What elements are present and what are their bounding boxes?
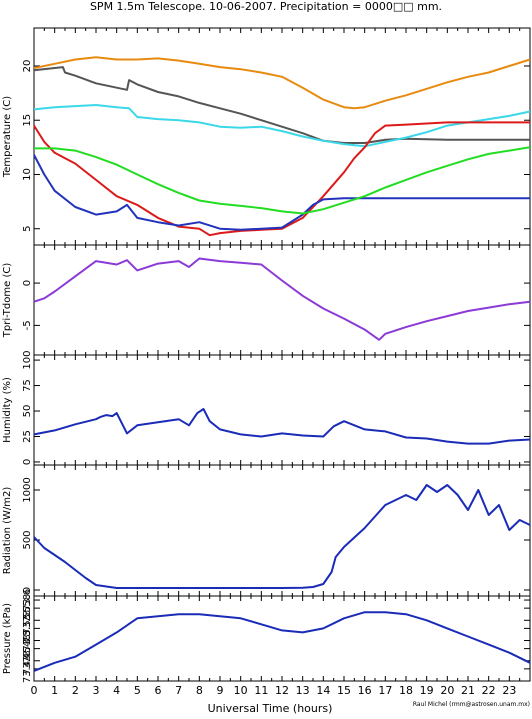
y-tick-label: 10 xyxy=(22,168,33,181)
x-tick-label: 4 xyxy=(113,684,120,697)
series-line-0 xyxy=(33,257,531,341)
series-line-2 xyxy=(33,104,531,148)
series-line-4 xyxy=(33,154,530,231)
y-tick-label: 0 xyxy=(22,587,33,593)
x-tick-label: 17 xyxy=(378,684,392,697)
series-line-1 xyxy=(33,66,530,144)
x-tick-label: 14 xyxy=(316,684,330,697)
y-tick-label: -5 xyxy=(22,320,33,330)
x-tick-label: 0 xyxy=(31,684,38,697)
x-tick-label: 11 xyxy=(254,684,268,697)
y-tick-label: 25 xyxy=(22,430,33,443)
x-tick-label: 8 xyxy=(196,684,203,697)
x-tick-label: 21 xyxy=(461,684,475,697)
y-tick-label: 15 xyxy=(22,114,33,127)
x-tick-label: 12 xyxy=(275,684,289,697)
x-tick-label: 19 xyxy=(420,684,434,697)
x-tick-label: 3 xyxy=(93,684,100,697)
y-tick-label: 0 xyxy=(22,280,33,286)
x-tick-label: 6 xyxy=(155,684,162,697)
x-tick-label: 1 xyxy=(51,684,58,697)
x-tick-label: 2 xyxy=(72,684,79,697)
y-tick-label: 5 xyxy=(22,226,33,232)
x-tick-label: 23 xyxy=(502,684,516,697)
y-axis-label: Humidity (%) xyxy=(2,377,13,443)
y-tick-label: 73.48 xyxy=(22,634,33,663)
panel-frame xyxy=(33,244,531,356)
y-tick-label: 75 xyxy=(22,379,33,392)
panel-0: 5 10 15 20 Temperature (C) xyxy=(2,27,531,246)
y-tick-label: 73.55 xyxy=(22,606,33,635)
y-axis-label: Pressure (kPa) xyxy=(2,603,13,674)
series-line-0 xyxy=(33,484,531,589)
x-axis-label: Universal Time (hours) xyxy=(208,702,333,715)
x-tick-label: 13 xyxy=(296,684,310,697)
x-tick-label: 22 xyxy=(482,684,496,697)
series-line-3 xyxy=(33,121,530,237)
x-tick-label: 10 xyxy=(234,684,248,697)
series-line-0 xyxy=(33,56,531,110)
y-tick-label: 73.6 xyxy=(22,589,33,611)
panel-3: 0 500 1000 Radiation (W/m2) xyxy=(2,464,531,597)
x-tick-label: 9 xyxy=(217,684,224,697)
y-tick-label: 73.53 xyxy=(22,614,33,643)
y-tick-label: 500 xyxy=(22,530,33,549)
panel-1: -5 0 Tpri-Tdome (C) xyxy=(2,244,531,356)
y-tick-label: 73.5 xyxy=(22,629,33,651)
y-axis-label: Tpri-Tdome (C) xyxy=(2,263,13,339)
y-axis-label: Radiation (W/m2) xyxy=(2,487,13,575)
y-axis-label: Temperature (C) xyxy=(2,96,13,178)
chart-title: SPM 1.5m Telescope. 10-06-2007. Precipit… xyxy=(90,0,442,13)
panel-frame xyxy=(33,464,531,597)
x-tick-label: 5 xyxy=(134,684,141,697)
y-tick-label: 73.43 xyxy=(22,655,33,684)
panel-frame xyxy=(33,354,531,466)
panel-frame xyxy=(33,595,531,682)
x-tick-label: 20 xyxy=(440,684,454,697)
x-tick-label: 16 xyxy=(358,684,372,697)
series-line-5 xyxy=(34,146,531,215)
y-tick-label: 1000 xyxy=(22,477,33,502)
y-tick-label: 20 xyxy=(22,60,33,73)
series-line-0 xyxy=(33,408,531,445)
x-tick-label: 7 xyxy=(175,684,182,697)
y-tick-label: 50 xyxy=(22,405,33,418)
series-line-0 xyxy=(33,611,531,672)
y-tick-label: 0 xyxy=(22,459,33,465)
x-tick-labels: 0 1 2 3 4 5 6 7 8 9 10 11 12 13 14 15 16 17 18 19 20 21 22 23 xyxy=(31,684,517,697)
credit-text: Raul Michel (rmm@astrosen.unam.mx) xyxy=(413,701,530,708)
x-tick-label: 15 xyxy=(337,684,351,697)
y-tick-label: 100 xyxy=(22,351,33,370)
panels: 5 10 15 20 Temperature (C) -5 0 Tpri-Tdome (C) 0… xyxy=(2,27,531,684)
x-tick-label: 18 xyxy=(399,684,413,697)
y-tick-label: 73.45 xyxy=(22,646,33,675)
panel-2: 0 25 50 75 100 Humidity (%) xyxy=(2,351,531,466)
y-tick-label: 73.58 xyxy=(22,594,33,623)
